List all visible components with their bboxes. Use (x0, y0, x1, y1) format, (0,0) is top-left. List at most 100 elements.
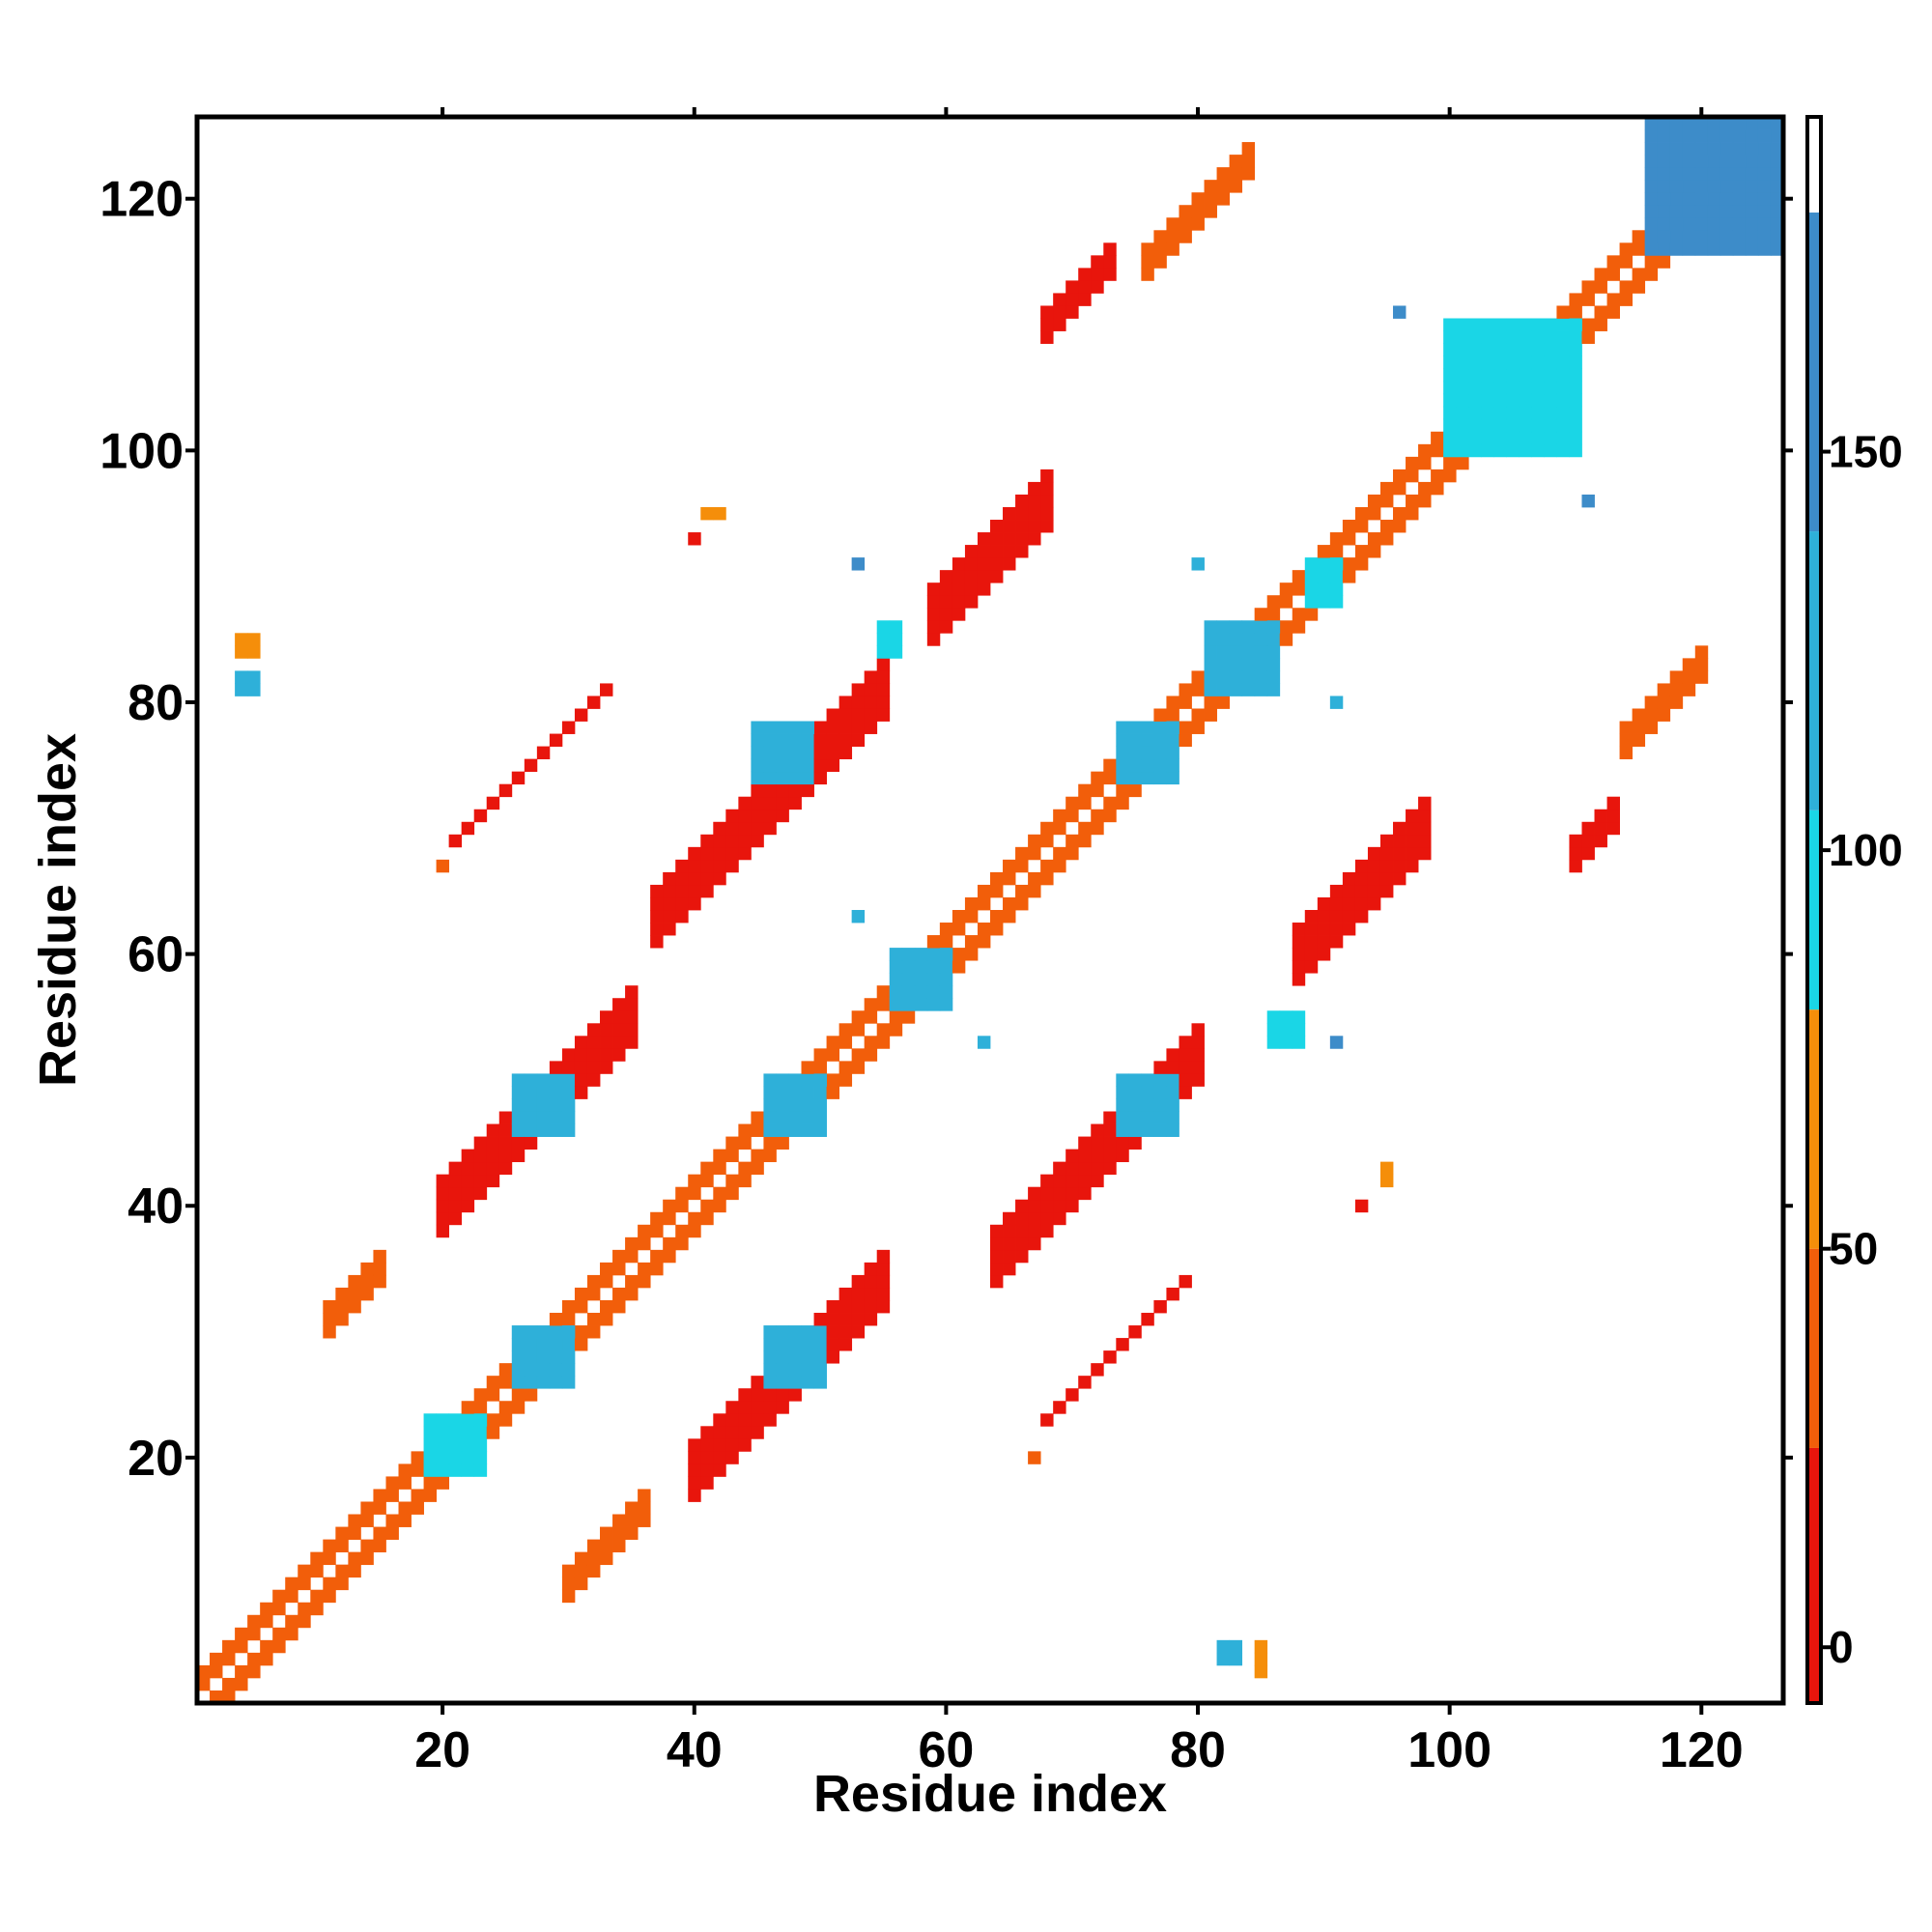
heatmap-cell (1166, 771, 1179, 785)
heatmap-cell (1431, 481, 1444, 496)
heatmap-cell (473, 1136, 488, 1150)
heatmap-cell (1003, 1224, 1016, 1238)
heatmap-cell (1594, 280, 1607, 294)
heatmap-cell (625, 1010, 639, 1024)
heatmap-cell (1040, 1186, 1054, 1201)
heatmap-cell (1003, 520, 1016, 533)
heatmap-cell (901, 1010, 916, 1024)
heatmap-cell (1632, 242, 1646, 256)
heatmap-cell (1153, 1086, 1167, 1099)
heatmap-cell (763, 733, 777, 747)
heatmap-cell (1204, 620, 1217, 634)
heatmap-cell (751, 809, 764, 823)
heatmap-cell (1141, 1073, 1154, 1087)
heatmap-cell (964, 570, 979, 583)
heatmap-cell (1732, 205, 1747, 218)
heatmap-cell (1519, 318, 1532, 331)
heatmap-cell (1028, 1236, 1041, 1251)
heatmap-cell (838, 1299, 853, 1314)
heatmap-cell (788, 1338, 802, 1351)
heatmap-cell (436, 1211, 450, 1226)
heatmap-cell (612, 1048, 626, 1062)
heatmap-cell (574, 1325, 588, 1339)
heatmap-cell (1406, 809, 1419, 823)
heatmap-cell (700, 871, 714, 886)
heatmap-cell (323, 1313, 336, 1326)
heatmap-cell (473, 1438, 488, 1452)
heatmap-cell (1078, 1161, 1092, 1176)
heatmap-cell (977, 557, 991, 571)
heatmap-cell (1304, 910, 1319, 923)
heatmap-cell (801, 1086, 814, 1099)
heatmap-cell (1757, 230, 1772, 243)
y-tick-label: 80 (128, 675, 184, 731)
heatmap-cell (675, 859, 689, 873)
heatmap-cell (1003, 545, 1016, 558)
heatmap-cell (1065, 809, 1079, 823)
heatmap-cell (788, 758, 802, 773)
heatmap-cell (1669, 129, 1684, 143)
heatmap-cell (524, 1325, 538, 1339)
heatmap-cell (1216, 167, 1230, 181)
heatmap-cell (1166, 708, 1179, 722)
heatmap-cell (625, 1023, 639, 1037)
heatmap-cell (813, 771, 827, 785)
heatmap-cell (1418, 821, 1432, 836)
heatmap-cell (1594, 834, 1607, 848)
heatmap-cell (738, 1136, 752, 1150)
heatmap-cell (561, 1589, 576, 1604)
heatmap-cell (1481, 406, 1494, 420)
heatmap-cell (1431, 443, 1444, 458)
heatmap-cell (1091, 255, 1104, 269)
heatmap-cell (235, 645, 248, 659)
heatmap-cell (788, 1376, 802, 1389)
heatmap-cell (688, 1489, 701, 1502)
heatmap-cell (1644, 167, 1659, 181)
heatmap-cell (411, 1451, 424, 1464)
heatmap-cell (788, 1388, 802, 1402)
heatmap-cell (600, 1274, 613, 1289)
heatmap-cell (536, 746, 551, 760)
heatmap-cell (625, 1526, 639, 1540)
heatmap-cell (977, 884, 991, 898)
heatmap-cell (1128, 1136, 1142, 1150)
heatmap-cell (1657, 129, 1671, 143)
heatmap-cell (1141, 268, 1154, 281)
heatmap-cell (1053, 846, 1066, 861)
heatmap-cell (1179, 205, 1192, 218)
heatmap-cell (1015, 506, 1029, 521)
heatmap-cell (436, 1224, 450, 1238)
heatmap-cell (901, 960, 916, 974)
heatmap-cell (725, 1174, 739, 1188)
heatmap-cell (247, 683, 261, 696)
heatmap-cell (1304, 608, 1319, 621)
heatmap-cell (1594, 305, 1607, 319)
heatmap-cell (663, 910, 676, 923)
heatmap-cell (473, 1451, 488, 1464)
heatmap-cell (1028, 1199, 1041, 1213)
heatmap-cell (1329, 532, 1344, 546)
heatmap-cell (1443, 343, 1457, 356)
heatmap-cell (675, 1236, 689, 1251)
heatmap-cell (776, 721, 789, 734)
heatmap-cell (763, 1073, 777, 1087)
heatmap-cell (1153, 733, 1167, 747)
heatmap-cell (1191, 1048, 1205, 1062)
heatmap-cell (1493, 355, 1507, 370)
heatmap-cell (926, 582, 941, 596)
heatmap-cell (1229, 1652, 1243, 1666)
heatmap-cell (713, 871, 726, 886)
heatmap-cell (1493, 368, 1507, 383)
heatmap-cell (1682, 167, 1696, 181)
heatmap-cell (638, 1501, 651, 1515)
heatmap-cell (1153, 1098, 1167, 1112)
heatmap-cell (939, 595, 953, 609)
heatmap-cell (348, 1274, 361, 1289)
heatmap-cell (801, 1123, 814, 1137)
heatmap-cell (1179, 1036, 1192, 1049)
heatmap-cell (964, 948, 979, 961)
heatmap-cell (675, 910, 689, 923)
heatmap-cell (1153, 708, 1167, 722)
heatmap-cell (1040, 469, 1054, 483)
heatmap-cell (1342, 520, 1356, 533)
